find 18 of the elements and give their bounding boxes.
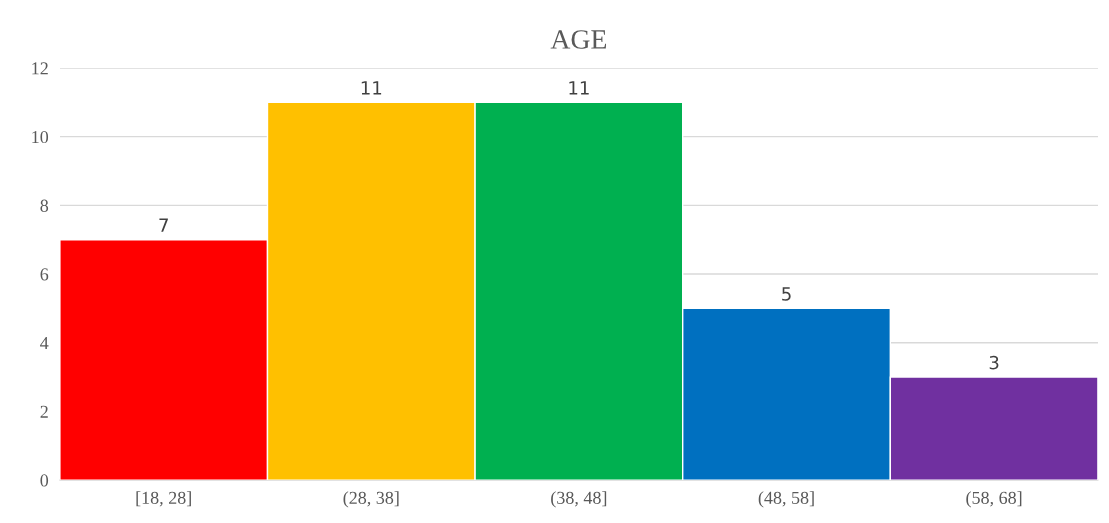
y-tick-label: 4 <box>40 337 49 349</box>
x-tick-label: (48, 58] <box>758 491 814 508</box>
x-tick-label: (38, 48] <box>551 491 607 508</box>
x-tick-label: (58, 68] <box>966 491 1022 508</box>
y-tick-label: 6 <box>40 268 49 281</box>
y-tick-label: 10 <box>32 130 49 144</box>
y-tick-label: 2 <box>40 405 48 418</box>
data-label: 3 <box>989 355 999 370</box>
data-label: 11 <box>569 81 589 95</box>
data-label: 5 <box>782 287 791 301</box>
data-label: 7 <box>159 218 168 232</box>
x-tick-label: (28, 38] <box>343 491 399 508</box>
x-tick-label: [18, 28] <box>136 491 191 507</box>
chart-title: AGE <box>550 30 607 49</box>
y-tick-label: 8 <box>40 199 49 212</box>
y-tick-label: 12 <box>32 62 48 75</box>
data-label: 11 <box>361 81 382 95</box>
y-tick-label: 0 <box>40 474 49 487</box>
